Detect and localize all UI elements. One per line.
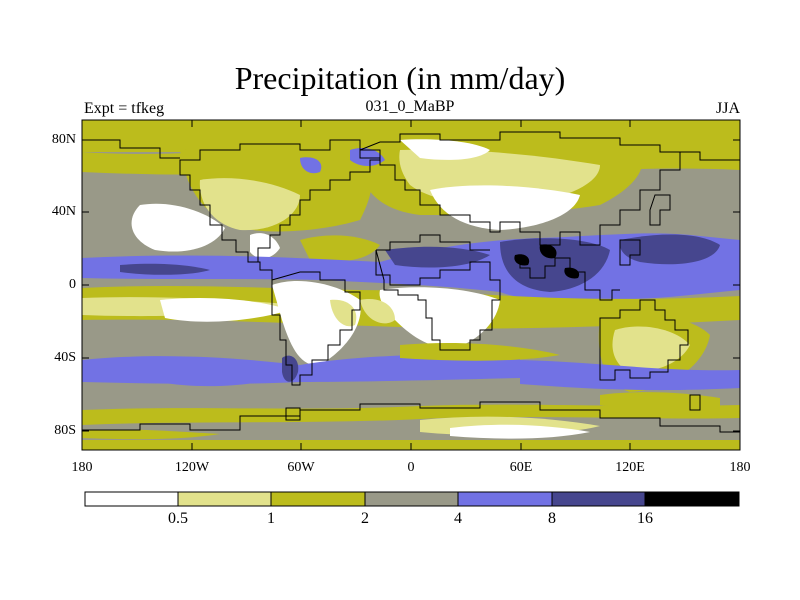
map-title: Precipitation (in mm/day) (234, 60, 566, 96)
colorbar-bin-5 (457, 491, 553, 507)
colorbar-label: 4 (454, 510, 462, 527)
colorbar-bin-7 (644, 491, 740, 507)
colorbar-bin-2 (177, 491, 272, 507)
ytick-label: 40S (54, 350, 76, 365)
colorbar-label: 8 (548, 510, 556, 527)
colorbar-label: 1 (267, 510, 275, 527)
colorbar (84, 491, 740, 507)
coastline-layer (82, 131, 740, 433)
xtick-label: 0 (407, 460, 415, 475)
colorbar-bin-3 (270, 491, 366, 507)
season-label: JJA (715, 100, 740, 117)
colorbar-label: 0.5 (168, 510, 188, 527)
colorbar-label: 16 (637, 510, 653, 527)
ytick-label: 0 (69, 277, 76, 292)
axis-ticks (81, 120, 741, 450)
colorbar-label: 2 (361, 510, 369, 527)
period-label: 031_0_MaBP (365, 98, 455, 115)
ytick-label: 80S (54, 423, 76, 438)
ytick-label: 80N (51, 132, 76, 147)
colorbar-bin-4 (364, 491, 459, 507)
xtick-label: 60W (287, 460, 315, 475)
xtick-label: 60E (509, 460, 533, 475)
xtick-label: 180 (71, 460, 93, 475)
xtick-label: 120W (174, 460, 210, 475)
colorbar-bin-6 (551, 491, 646, 507)
xtick-label: 180 (729, 460, 751, 475)
experiment-label: Expt = tfkeg (84, 100, 165, 117)
ytick-label: 40N (51, 204, 76, 219)
xtick-label: 120E (615, 460, 645, 475)
colorbar-bin-1 (84, 491, 179, 507)
